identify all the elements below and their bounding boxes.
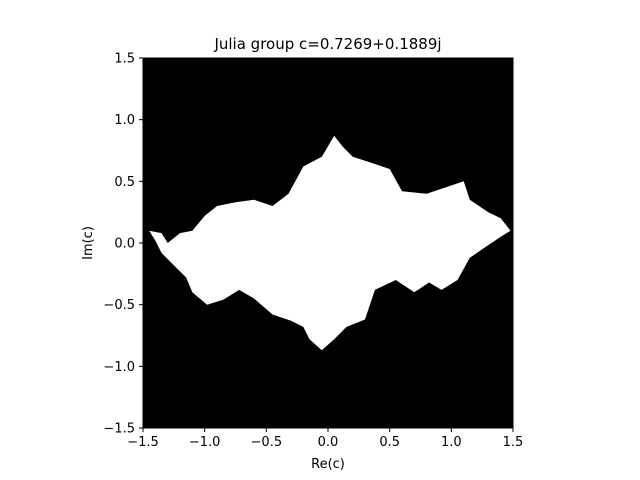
x-tick-label: 1.0	[441, 435, 462, 450]
y-tick-label: −0.5	[103, 298, 135, 313]
x-tick-label: 0.5	[379, 435, 400, 450]
y-tick-label: 0.0	[114, 237, 135, 252]
x-tick-label: −1.5	[127, 435, 159, 450]
y-axis-label: Im(c)	[81, 226, 96, 260]
x-tick-label: 1.5	[503, 435, 524, 450]
chart-title: Julia group c=0.7269+0.1889j	[213, 35, 441, 53]
y-tick-label: 1.0	[114, 113, 135, 128]
x-tick-label: −0.5	[251, 435, 283, 450]
y-tick-label: −1.0	[103, 360, 135, 375]
y-tick-label: −1.5	[103, 422, 135, 437]
x-tick-label: −1.0	[189, 435, 221, 450]
x-axis-label: Re(c)	[311, 457, 345, 472]
plot-area	[142, 57, 514, 429]
y-axis: 1.5 1.0 0.5 0.0 −0.5 −1.0 −1.5	[103, 52, 143, 437]
x-tick-label: 0.0	[318, 435, 339, 450]
julia-set-region	[149, 135, 511, 351]
x-axis: −1.5 −1.0 −0.5 0.0 0.5 1.0 1.5	[127, 428, 523, 450]
y-tick-label: 0.5	[114, 175, 135, 190]
y-tick-label: 1.5	[114, 52, 135, 67]
